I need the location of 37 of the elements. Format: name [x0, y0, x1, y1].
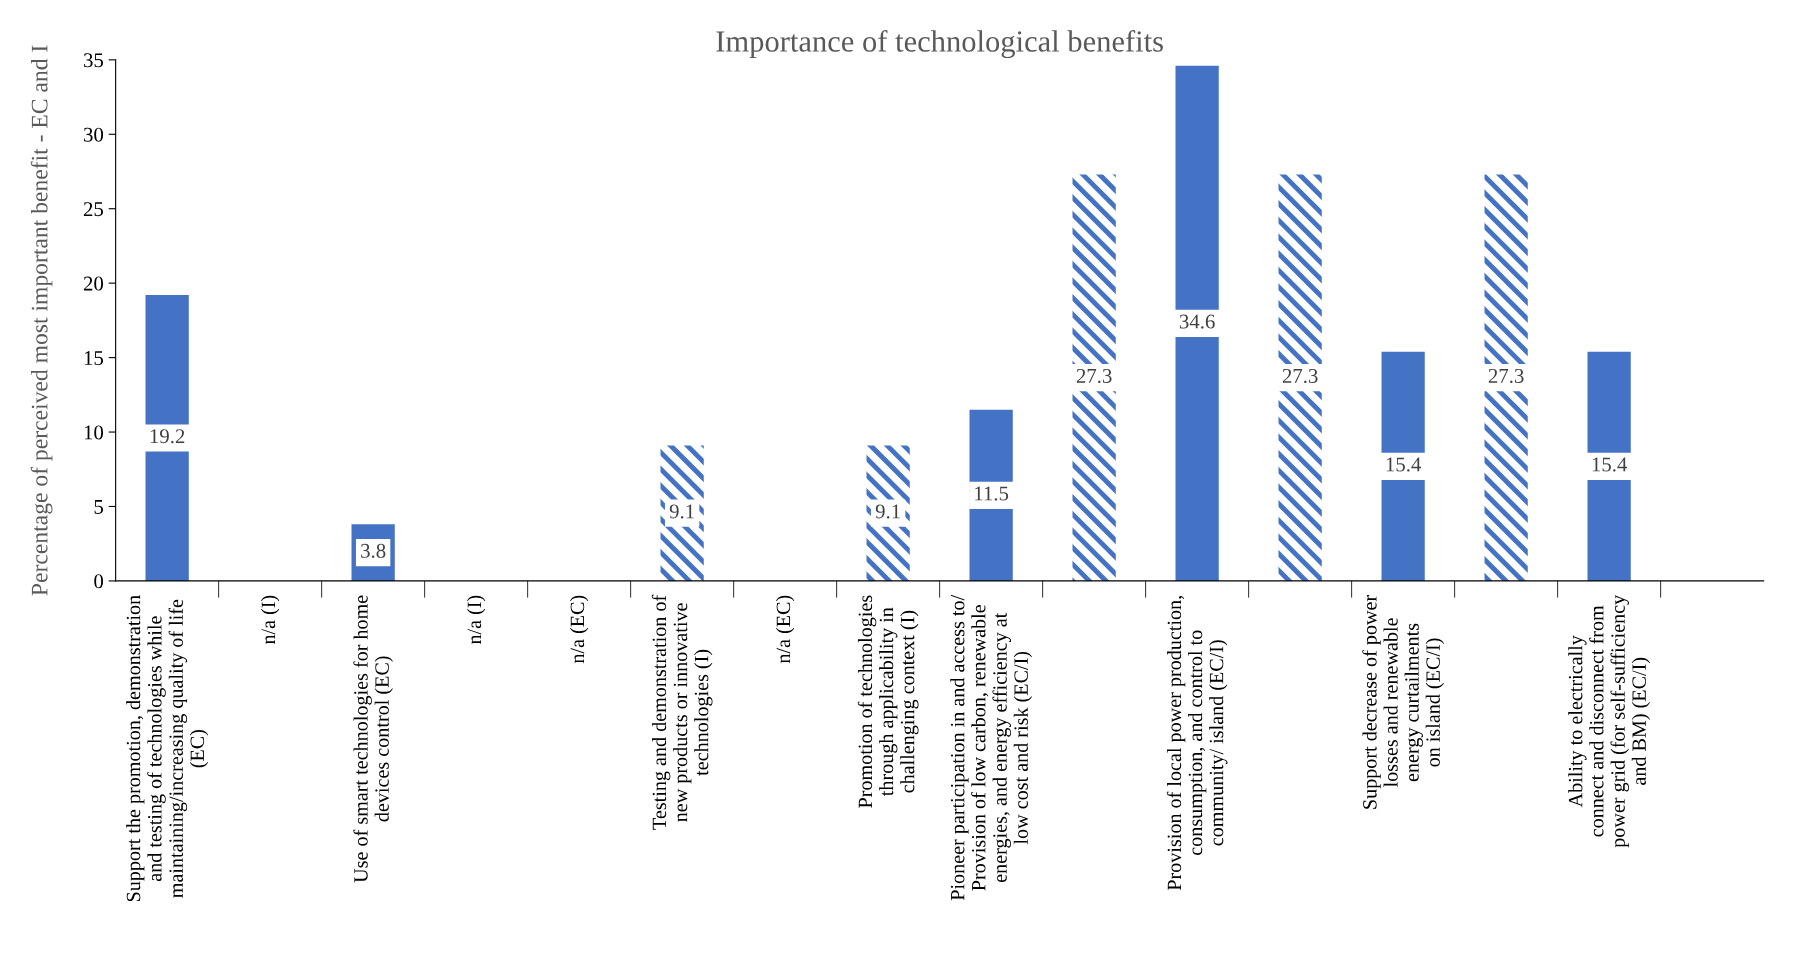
y-axis-title: Percentage of perceived most important benefit - EC and I [30, 45, 53, 596]
x-tick-label: n/a (EC) [776, 595, 795, 664]
y-tick-label: 10 [84, 425, 104, 440]
y-tick-label: 0 [94, 574, 104, 589]
x-tick-label: n/a (I) [467, 595, 486, 645]
x-tick-label: Pioneer participation in and access to/ Provision of low carbon, renewable energies, and energy efficiency at low cost and risk (EC/I) [950, 594, 1033, 901]
bar [1484, 174, 1528, 581]
data-label: 27.3 [1282, 368, 1318, 384]
data-label: 11.5 [975, 486, 1009, 501]
data-label: 27.3 [1076, 368, 1112, 384]
data-label: 15.4 [1592, 457, 1628, 472]
bar [1278, 174, 1322, 581]
x-tick-label: Promotion of technologies through applicability in challenging context (I) [857, 595, 919, 808]
x-tick-label: Testing and demonstration of new products or innovative technologies (I) [651, 594, 713, 830]
x-tick-label: Use of smart technologies for home devices control (EC) [353, 595, 393, 883]
data-label: 34.6 [1179, 314, 1215, 329]
x-tick-label: Support the promotion, demonstration and testing of technologies while maintaining/increasing quality of life (EC) [126, 595, 209, 902]
data-label: 27.3 [1488, 368, 1524, 384]
y-tick-label: 20 [83, 276, 104, 291]
bar [1175, 65, 1219, 581]
data-label: 19.2 [150, 429, 185, 444]
x-tick-label: n/a (I) [261, 595, 280, 645]
x-tick-label: Support decrease of power losses and renewable energy curtailments on island (EC/I) [1362, 595, 1444, 809]
y-tick-label: 5 [94, 500, 104, 514]
y-tick-label: 30 [84, 127, 104, 142]
data-label: 9.1 [669, 504, 694, 519]
x-tick-label: Ability to electrically connect and disconnect from power grid (for self-sufficiency and BM) (EC/I) [1568, 594, 1651, 848]
y-tick-label: 25 [83, 202, 104, 217]
data-label: 9.1 [875, 504, 900, 519]
data-label: 3.8 [361, 543, 386, 558]
data-label: 15.4 [1386, 457, 1422, 472]
bar [1072, 174, 1116, 581]
y-tick-label: 35 [84, 53, 104, 68]
chart-title: Importance of technological benefits [716, 29, 1163, 59]
x-tick-label: n/a (EC) [570, 595, 589, 664]
x-tick-label: Provision of local power production, consumption, and control to community/ island (EC/I) [1166, 596, 1228, 891]
y-tick-label: 15 [84, 351, 104, 366]
